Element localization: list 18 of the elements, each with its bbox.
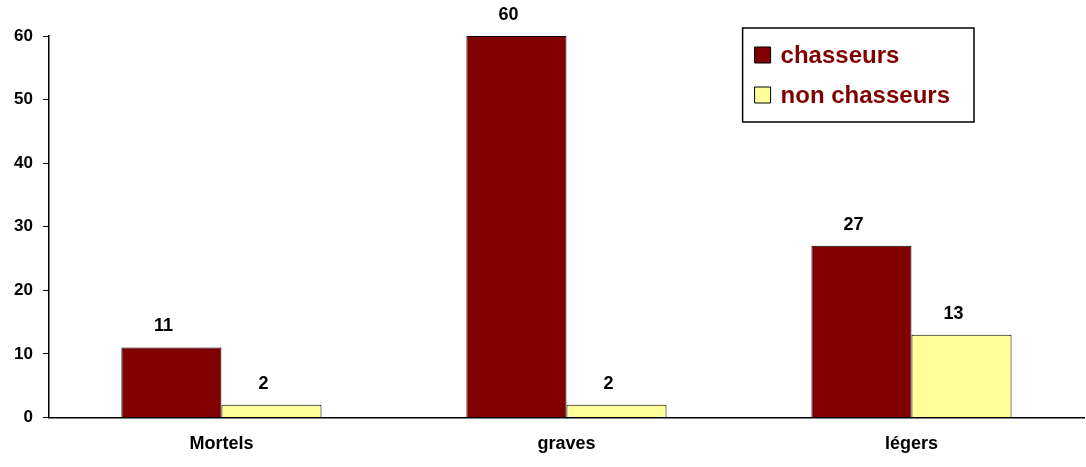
data-label: 13	[943, 302, 964, 323]
data-label: 2	[603, 372, 614, 393]
legend-label: non chasseurs	[780, 80, 951, 108]
data-label: 2	[258, 372, 269, 393]
y-tick-label: 0	[23, 407, 33, 427]
data-label: 27	[843, 213, 864, 234]
y-tick-label: 30	[13, 216, 33, 236]
x-tick-label: graves	[537, 433, 596, 454]
y-tick-label: 40	[13, 152, 33, 172]
data-label: 60	[498, 3, 519, 24]
y-tick-label: 10	[13, 343, 33, 363]
legend-label: chasseurs	[780, 40, 900, 68]
x-tick-label: légers	[884, 433, 939, 454]
y-tick-label: 60	[13, 25, 33, 45]
y-tick-label: 20	[13, 279, 33, 299]
data-label: 11	[153, 315, 173, 336]
y-tick-label: 50	[13, 89, 33, 109]
x-tick-label: Mortels	[189, 433, 254, 454]
